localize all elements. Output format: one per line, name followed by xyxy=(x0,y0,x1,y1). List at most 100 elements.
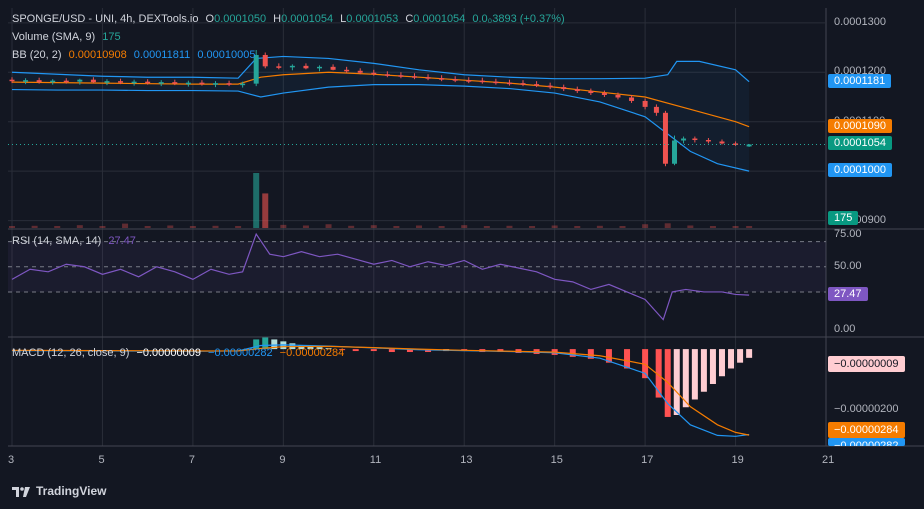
macd-histogram-bar xyxy=(700,349,707,392)
bb-label: BB (20, 2) xyxy=(12,49,62,61)
candle-body xyxy=(289,65,295,68)
volume-bar xyxy=(574,226,581,228)
candle-body xyxy=(615,95,621,98)
macd-label: MACD (12, 26, close, 9) xyxy=(12,347,130,359)
bb-basis-line xyxy=(11,71,750,128)
volume-bar xyxy=(122,223,129,228)
volume-bar xyxy=(325,224,332,228)
candle-body xyxy=(574,89,580,92)
candle-body xyxy=(23,80,29,82)
candle-body xyxy=(104,81,110,83)
candle-body xyxy=(118,81,124,83)
candle-body xyxy=(534,84,540,86)
volume-bar xyxy=(461,225,468,228)
candle-body xyxy=(493,81,499,84)
x-tick-label: 13 xyxy=(460,454,473,466)
candle-body xyxy=(746,144,752,147)
candle-body xyxy=(561,87,567,90)
macd-value-tag: −0.00000284 xyxy=(828,422,905,438)
x-tick-label: 19 xyxy=(731,454,744,466)
macd-histogram-bar xyxy=(655,349,662,398)
candle-body xyxy=(240,83,246,86)
candle-body xyxy=(479,80,485,83)
rsi-tick-label: 75.00 xyxy=(834,228,862,241)
volume-bar xyxy=(746,226,753,228)
macd-signal-value: −0.00000284 xyxy=(279,347,345,359)
candle-body xyxy=(185,82,191,85)
x-tick-label: 5 xyxy=(98,454,105,466)
macd-hist-value: −0.00000009 xyxy=(136,347,201,359)
rsi-line xyxy=(11,232,750,321)
candle-body xyxy=(452,79,458,81)
rsi-tick-label: 0.00 xyxy=(834,322,856,335)
volume-bar xyxy=(642,224,649,228)
bb-upper-line xyxy=(11,55,750,83)
macd-histogram-bar xyxy=(406,349,413,353)
volume-bar xyxy=(732,226,739,228)
candle-body xyxy=(588,91,594,94)
candle-body xyxy=(466,80,472,82)
brand-name: TradingView xyxy=(36,484,107,498)
macd-histogram-bar xyxy=(307,346,314,350)
macd-histogram-bar xyxy=(746,349,753,358)
rsi-value: 27.47 xyxy=(108,235,136,247)
price-tick-label: 0.0001300 xyxy=(834,15,886,28)
volume-bar xyxy=(262,193,269,228)
candle-body xyxy=(344,69,350,72)
macd-legend: MACD (12, 26, close, 9) −0.00000009 −0.0… xyxy=(12,346,348,360)
candle-body xyxy=(439,78,445,80)
volume-bar xyxy=(709,226,716,228)
macd-histogram-bar xyxy=(339,349,346,351)
candle-body xyxy=(253,54,259,84)
macd-histogram-bar xyxy=(325,348,332,350)
candle-body xyxy=(506,82,512,85)
candle-body xyxy=(63,80,69,83)
candle-body xyxy=(692,138,698,141)
ohlc-close: 0.0001054 xyxy=(413,13,466,25)
volume-bar xyxy=(393,226,400,228)
volume-bar xyxy=(167,225,174,228)
macd-histogram-bar xyxy=(718,349,725,377)
volume-bar xyxy=(31,225,38,228)
macd-histogram-bar xyxy=(316,347,323,350)
candle-body xyxy=(719,141,725,144)
candle-body xyxy=(357,70,363,73)
candle-body xyxy=(199,82,205,85)
volume-bar xyxy=(280,224,287,228)
candle-body xyxy=(662,112,668,164)
x-tick-label: 3 xyxy=(8,454,15,466)
macd-histogram-bar xyxy=(370,349,377,352)
candle-body xyxy=(226,83,232,85)
price-tag: 0.0001000 xyxy=(828,163,892,178)
bb-upper-value: 0.00011811 xyxy=(133,49,191,61)
ohlc-low: 0.0001053 xyxy=(346,13,399,25)
volume-bar xyxy=(596,225,603,228)
candle-body xyxy=(672,140,678,164)
price-tag: 0.0001090 xyxy=(828,118,892,133)
x-tick-label: 17 xyxy=(641,454,654,466)
candle-body xyxy=(213,83,218,85)
bb-lower-value: 0.00010005 xyxy=(197,49,256,61)
tradingview-logo[interactable]: TradingView xyxy=(12,484,106,498)
macd-histogram-bar xyxy=(682,349,689,408)
volume-bar xyxy=(687,225,694,228)
rsi-legend: RSI (14, SMA, 14) 27.47 xyxy=(12,234,140,248)
volume-tag: 175 xyxy=(828,211,859,225)
candle-body xyxy=(77,79,83,82)
candle-body xyxy=(411,76,417,78)
volume-bar xyxy=(253,173,260,228)
volume-bar xyxy=(551,225,558,228)
candle-body xyxy=(371,72,377,75)
macd-histogram-bar xyxy=(569,349,576,357)
candle-body xyxy=(653,106,659,113)
price-tag: 0.0001181 xyxy=(828,73,892,88)
candle-body xyxy=(330,66,336,70)
candle-body xyxy=(262,54,268,67)
macd-histogram-bar xyxy=(388,349,395,353)
macd-histogram-bar xyxy=(709,349,716,384)
candle-body xyxy=(303,65,309,69)
x-tick-label: 21 xyxy=(822,454,835,466)
bb-legend: BB (20, 2) 0.00010908 0.00011811 0.00010… xyxy=(12,48,259,62)
